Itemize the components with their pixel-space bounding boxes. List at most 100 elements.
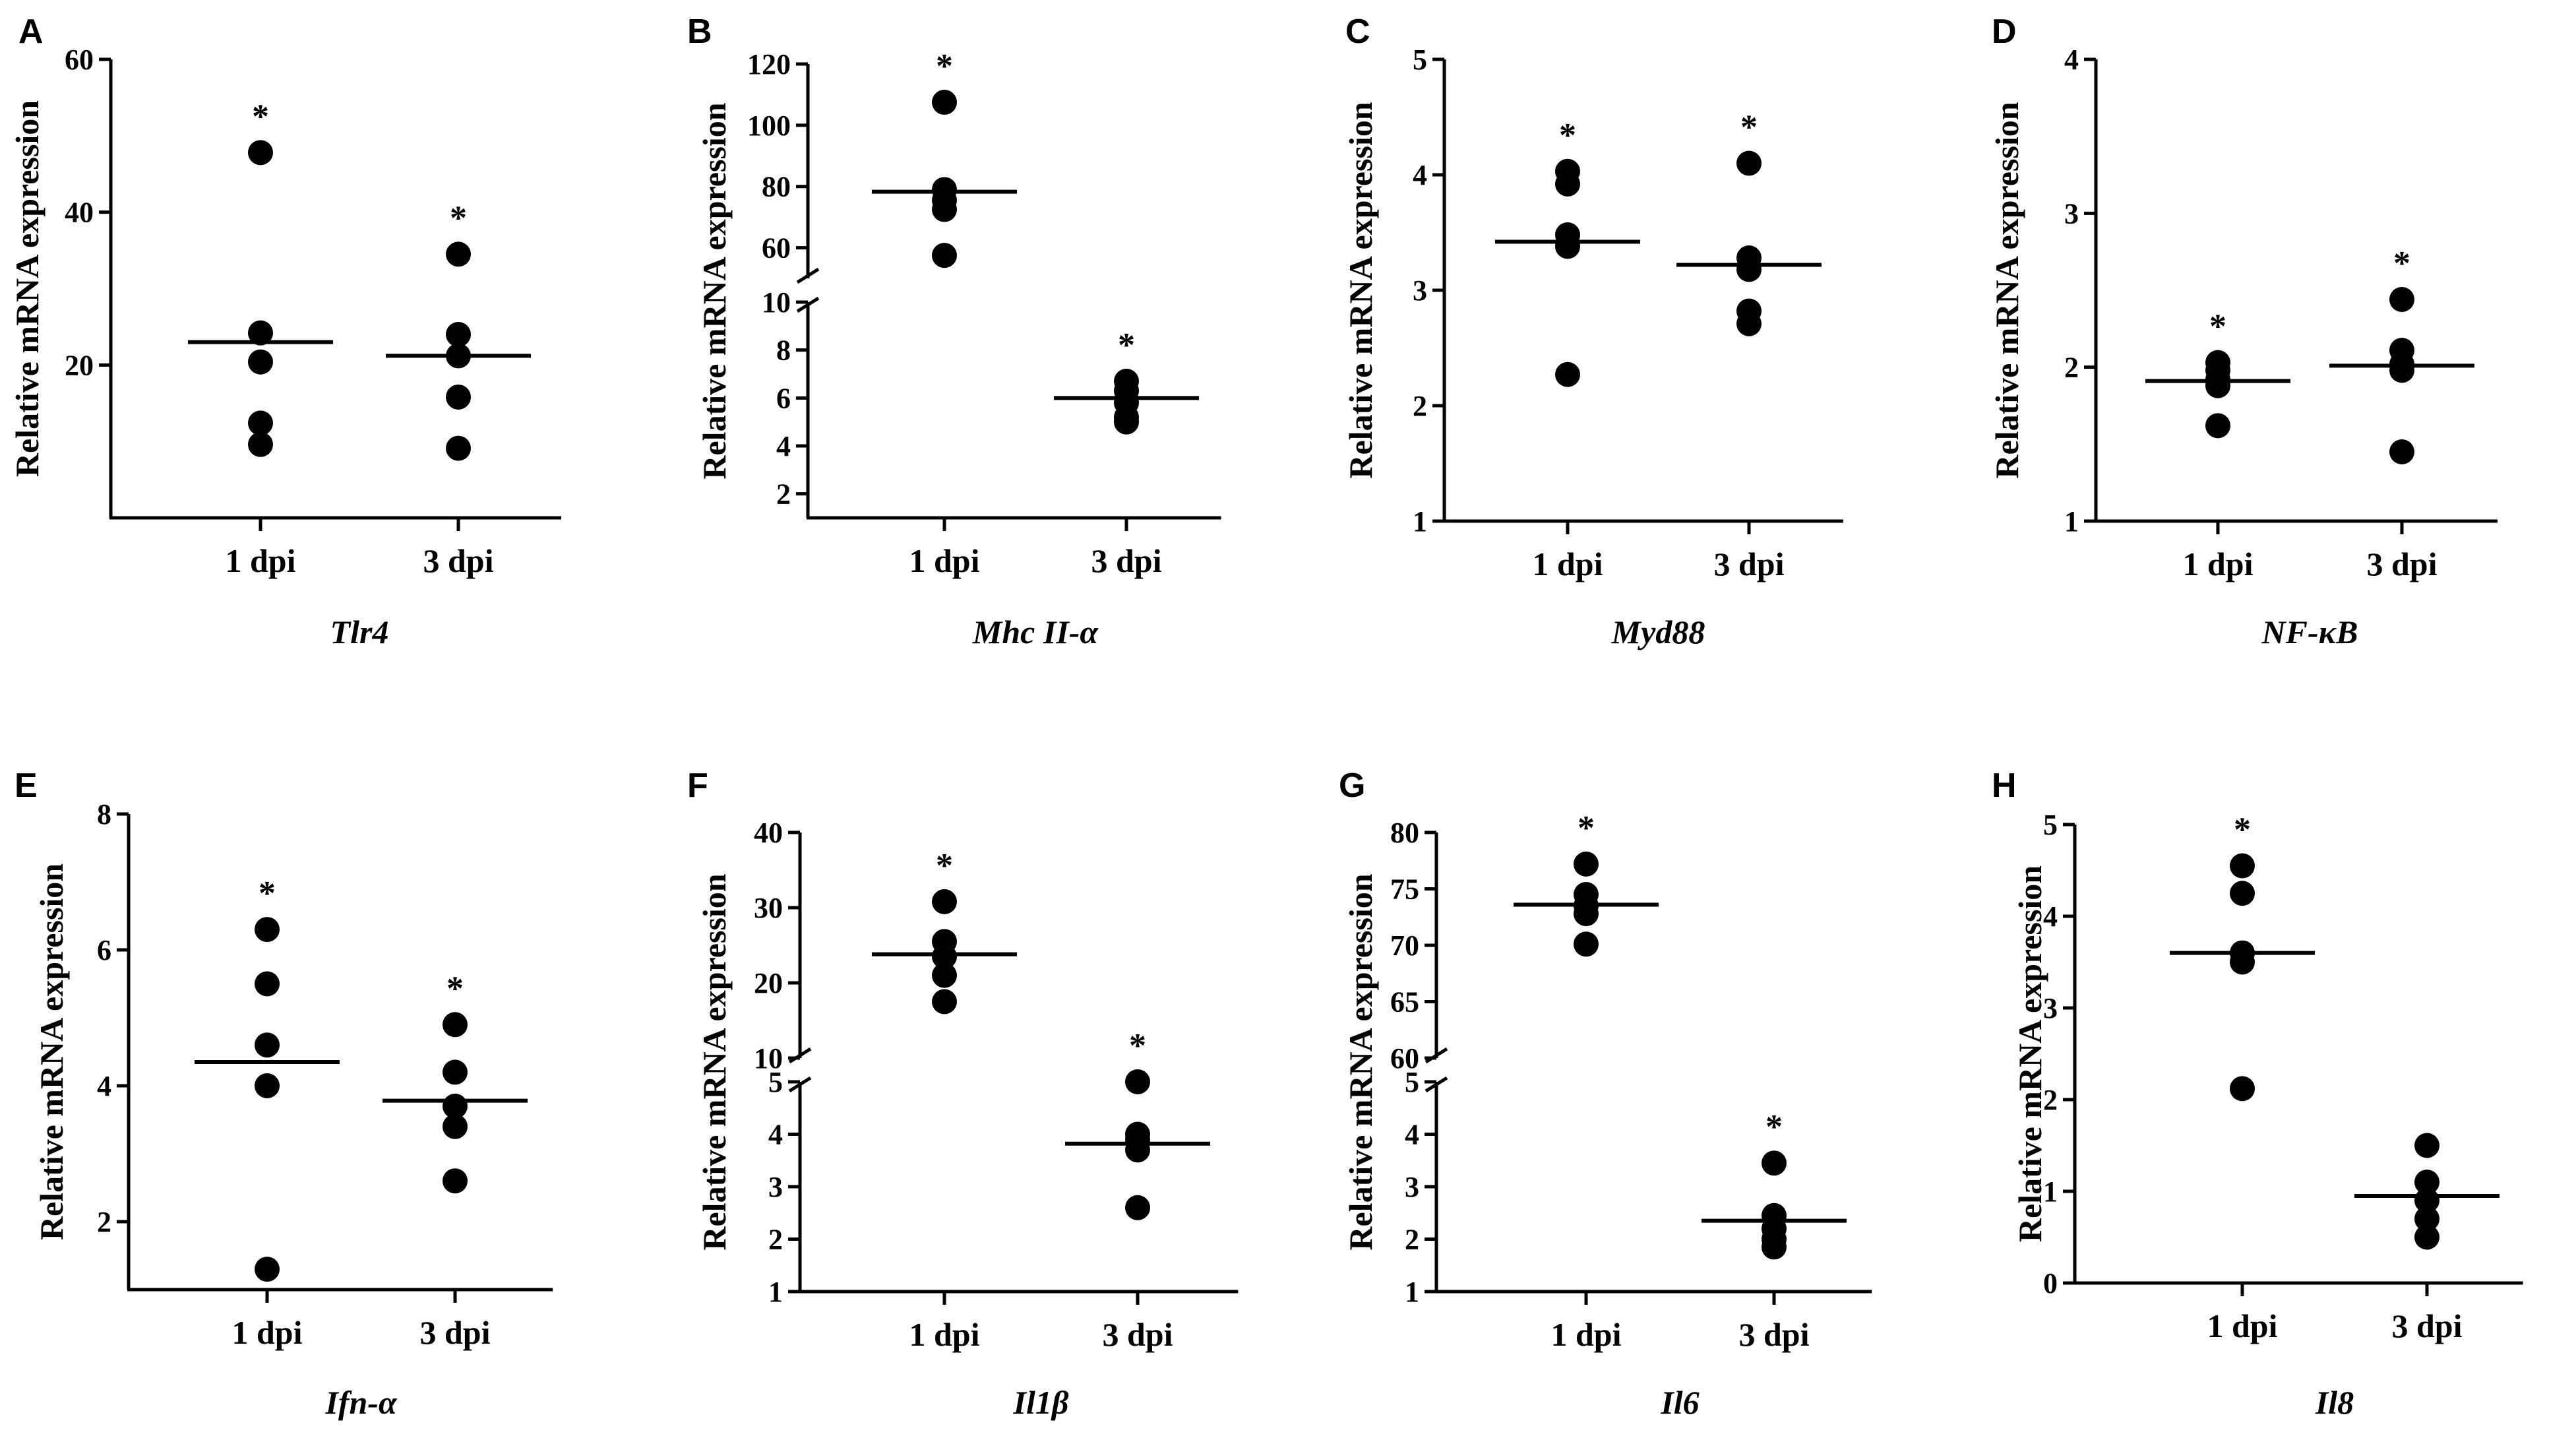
y-tick-label: 1 (1405, 1276, 1419, 1308)
y-tick-label: 2 (2043, 1084, 2058, 1116)
data-point (1762, 1234, 1787, 1260)
significance-marker: * (252, 98, 269, 135)
data-point (2414, 1133, 2439, 1158)
data-point (932, 944, 957, 970)
panel-letter: F (687, 767, 708, 805)
data-point (1736, 311, 1762, 336)
y-tick-label: 4 (776, 430, 791, 462)
y-tick-label: 8 (776, 334, 791, 367)
data-point (446, 384, 471, 410)
y-tick-label: 65 (1390, 986, 1419, 1018)
y-tick-label: 3 (2043, 992, 2058, 1024)
data-point (2389, 439, 2414, 464)
y-tick-label: 1 (2064, 505, 2079, 538)
data-point (255, 971, 280, 997)
data-point (2230, 1076, 2255, 1102)
y-tick-label: 70 (1390, 929, 1419, 962)
y-axis-label: Relative mRNA expression (1988, 102, 2025, 478)
data-point (932, 989, 957, 1015)
panel-letter: C (1345, 13, 1370, 51)
panel-a: A Relative mRNA expression 20 40 60 1 dpi 3 dp… (9, 13, 561, 650)
y-tick-label: 5 (1413, 44, 1427, 76)
data-point (1125, 1137, 1150, 1163)
data-point (2414, 1170, 2439, 1195)
x-category-label: 3 dpi (419, 1314, 490, 1351)
significance-marker: * (1740, 109, 1758, 146)
data-point (932, 889, 957, 914)
y-axis-label: Relative mRNA expression (696, 873, 733, 1250)
panel-letter: A (18, 13, 44, 51)
significance-marker: * (1129, 1027, 1146, 1065)
panel-letter: G (1339, 767, 1365, 805)
x-category-label: 1 dpi (2182, 546, 2253, 582)
y-tick-label: 4 (2043, 900, 2058, 933)
y-tick-label: 0 (2043, 1267, 2058, 1299)
significance-marker: * (2234, 811, 2251, 849)
panel-f: F Relative mRNA expression 1 2 3 4 510 20 30 40 1 … (687, 767, 1239, 1421)
data-point (248, 349, 273, 375)
x-category-label: 3 dpi (1091, 542, 1161, 579)
y-tick-label: 60 (762, 232, 791, 265)
data-point (2389, 358, 2414, 383)
y-axis-label: Relative mRNA expression (1342, 873, 1379, 1250)
y-axis-label: Relative mRNA expression (696, 102, 733, 479)
data-point (932, 962, 957, 988)
data-point (446, 241, 471, 267)
gene-name: Tlr4 (330, 613, 389, 650)
data-point (1574, 901, 1599, 927)
significance-marker: * (1118, 327, 1135, 364)
data-point (248, 431, 273, 457)
y-tick-label: 6 (97, 934, 111, 966)
axis-break-mark (796, 296, 820, 313)
data-point (1125, 1069, 1150, 1094)
y-tick-label: 4 (768, 1119, 783, 1151)
data-point (2414, 1224, 2439, 1250)
y-tick-label: 1 (768, 1276, 783, 1308)
axis-break-mark (1425, 1047, 1448, 1064)
significance-marker: * (936, 847, 953, 885)
y-tick-label: 2 (2064, 352, 2079, 384)
panel-h: H Relative mRNA expression 0 1 2 3 4 5 1 dpi 3 dp… (1992, 767, 2523, 1421)
y-tick-label: 5 (768, 1066, 783, 1098)
y-tick-label: 30 (754, 892, 783, 924)
x-category-label: 1 dpi (231, 1314, 302, 1351)
y-tick-label: 8 (97, 798, 111, 830)
y-tick-label: 100 (747, 110, 791, 142)
data-point (248, 140, 273, 166)
y-tick-label: 40 (65, 197, 94, 229)
axis-break-mark (788, 1047, 812, 1064)
y-axis-label: Relative mRNA expression (1342, 102, 1379, 478)
data-point (1762, 1150, 1787, 1176)
x-category-label: 3 dpi (2366, 546, 2437, 582)
data-point (248, 320, 273, 346)
y-tick-label: 4 (97, 1070, 111, 1102)
significance-marker: * (1765, 1108, 1783, 1146)
x-category-label: 1 dpi (225, 542, 295, 579)
data-point (1555, 361, 1580, 387)
data-point (1555, 234, 1580, 259)
x-category-label: 1 dpi (1532, 546, 1603, 582)
y-tick-label: 2 (768, 1224, 783, 1256)
x-category-label: 1 dpi (909, 542, 979, 579)
y-tick-label: 6 (776, 382, 791, 414)
y-tick-label: 5 (1405, 1066, 1419, 1098)
panel-letter: B (687, 13, 712, 51)
data-point (1574, 931, 1599, 957)
data-point (1114, 409, 1139, 435)
data-point (1555, 172, 1580, 197)
data-point (255, 917, 280, 943)
y-tick-label: 75 (1390, 873, 1419, 906)
data-point (932, 243, 957, 268)
significance-marker: * (259, 875, 276, 912)
y-tick-label: 10 (762, 286, 791, 319)
data-point (2230, 881, 2255, 906)
panel-d: D Relative mRNA expression 1 2 3 4 1 dpi 3 dpiN… (1988, 13, 2498, 650)
y-tick-label: 2 (1405, 1224, 1419, 1256)
panel-b: B Relative mRNA expression 2 4 6 8 10 60 80 100 12… (687, 13, 1221, 650)
y-tick-label: 20 (65, 349, 94, 381)
y-axis-label: Relative mRNA expression (9, 100, 46, 477)
panel-c: C Relative mRNA expression 1 2 3 4 5 1 dpi 3 dpi… (1342, 13, 1843, 650)
gene-name: Ifn-α (324, 1384, 398, 1421)
data-point (443, 1059, 468, 1085)
